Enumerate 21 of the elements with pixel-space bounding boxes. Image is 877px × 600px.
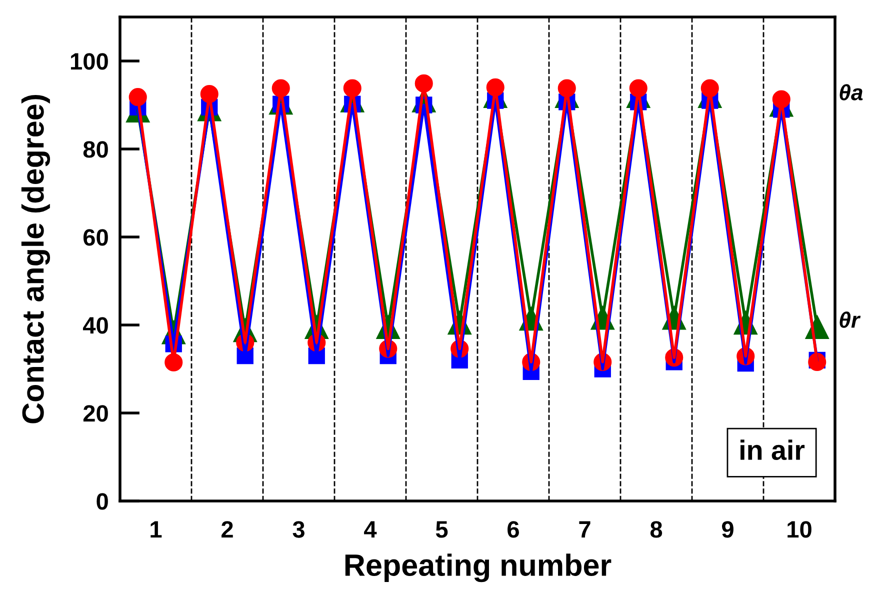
x-tick-label: 8 [650,521,662,538]
x-axis-title: Repeating number [345,554,612,582]
y-axis-title: Contact angle (degree) [21,94,50,424]
x-tick-label: 10 [788,521,812,538]
x-tick-label: 7 [579,521,590,538]
y-tick-label: 20 [83,405,108,422]
x-tick-label: 1 [150,521,162,538]
annotation: in air [740,440,805,460]
x-tick-label: 2 [222,521,233,538]
y-tick-label: 80 [83,141,108,158]
y-tick-label: 100 [70,53,108,70]
x-tick-label: 6 [508,521,519,538]
x-tick-label: 4 [364,521,377,538]
x-tick-label: 9 [722,521,734,538]
text: θr [840,312,861,328]
text: θa [840,84,863,100]
x-tick-label: 3 [292,521,304,538]
y-tick-label: 40 [82,317,108,334]
x-tick-label: 5 [436,521,448,538]
y-tick-label: 60 [83,229,108,246]
y-tick-label: 0 [96,493,108,510]
